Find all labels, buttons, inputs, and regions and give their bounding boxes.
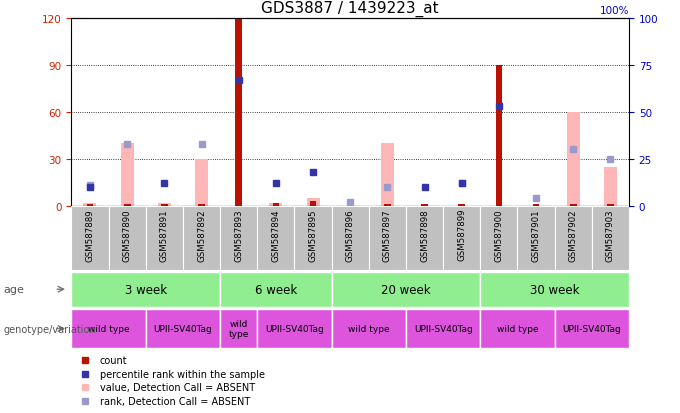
Bar [195,159,208,206]
Bar [71,206,109,271]
Text: GSM587899: GSM587899 [457,209,466,261]
Text: GSM587900: GSM587900 [494,209,503,261]
Bar [198,205,205,206]
Text: GSM587891: GSM587891 [160,209,169,261]
Text: rank, Detection Call = ABSENT: rank, Detection Call = ABSENT [100,396,250,406]
Bar [309,202,316,206]
Text: wild type: wild type [496,324,539,333]
Text: UPII-SV40Tag: UPII-SV40Tag [562,324,622,333]
Text: GSM587889: GSM587889 [86,209,95,261]
Bar [161,205,168,206]
Text: GSM587898: GSM587898 [420,209,429,261]
Text: count: count [100,355,128,365]
Bar [146,206,183,271]
Text: age: age [3,285,24,294]
Bar [496,66,503,206]
Bar [480,206,517,271]
Text: GSM587893: GSM587893 [234,209,243,261]
Text: GSM587901: GSM587901 [532,209,541,261]
Bar [124,205,131,206]
Bar [294,206,332,271]
Bar [566,113,580,206]
Text: 100%: 100% [600,6,629,16]
Text: wild
type: wild type [228,319,249,338]
Bar [532,205,539,206]
Bar [592,206,629,271]
Bar [604,167,617,206]
Bar [458,205,465,206]
Text: GSM587894: GSM587894 [271,209,280,261]
Bar [406,309,480,348]
Text: GSM587897: GSM587897 [383,209,392,261]
Bar [381,144,394,206]
Bar [443,206,480,271]
Bar [220,272,332,307]
Text: UPII-SV40Tag: UPII-SV40Tag [154,324,212,333]
Text: wild type: wild type [348,324,390,333]
Text: GSM587903: GSM587903 [606,209,615,261]
Bar [421,205,428,206]
Bar [109,206,146,271]
Bar [570,205,577,206]
Bar [84,203,97,206]
Text: GSM587892: GSM587892 [197,209,206,261]
Bar [607,205,614,206]
Bar [120,144,134,206]
Bar [71,309,146,348]
Text: value, Detection Call = ABSENT: value, Detection Call = ABSENT [100,382,255,392]
Text: 20 week: 20 week [381,283,430,296]
Text: GSM587896: GSM587896 [345,209,355,261]
Bar [158,203,171,206]
Text: percentile rank within the sample: percentile rank within the sample [100,369,265,379]
Bar [517,206,555,271]
Text: GSM587902: GSM587902 [568,209,578,261]
Bar [480,272,629,307]
Bar [555,309,629,348]
Bar [146,309,220,348]
Bar [86,205,93,206]
Bar [347,205,354,206]
Title: GDS3887 / 1439223_at: GDS3887 / 1439223_at [261,1,439,17]
Bar [273,203,279,206]
Text: 3 week: 3 week [124,283,167,296]
Bar [257,309,332,348]
Bar [332,272,480,307]
Bar [220,309,257,348]
Bar [183,206,220,271]
Text: GSM587895: GSM587895 [309,209,318,261]
Text: genotype/variation: genotype/variation [3,324,96,334]
Bar [555,206,592,271]
Text: GSM587890: GSM587890 [122,209,132,261]
Bar [332,309,406,348]
Bar [71,272,220,307]
Bar [480,309,555,348]
Text: 30 week: 30 week [530,283,579,296]
Bar [369,206,406,271]
Text: wild type: wild type [88,324,129,333]
Bar [384,205,391,206]
Bar [269,203,282,206]
Bar [235,19,242,207]
Bar [307,199,320,206]
Bar [220,206,257,271]
Text: UPII-SV40Tag: UPII-SV40Tag [413,324,473,333]
Bar [406,206,443,271]
Text: 6 week: 6 week [255,283,297,296]
Bar [332,206,369,271]
Bar [257,206,294,271]
Text: UPII-SV40Tag: UPII-SV40Tag [265,324,324,333]
